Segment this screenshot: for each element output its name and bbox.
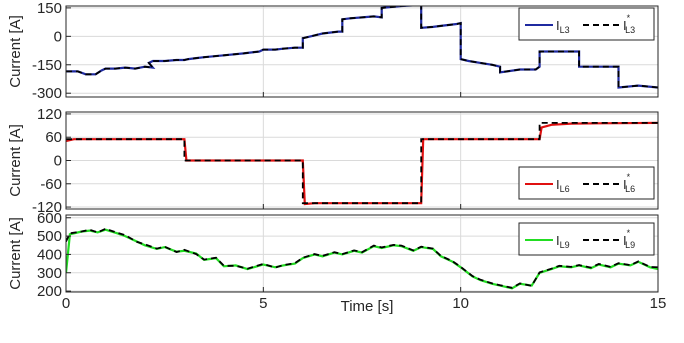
measured-line bbox=[66, 121, 658, 206]
x-axis-label: Time [s] bbox=[341, 298, 394, 315]
y-tick-label: -150 bbox=[32, 57, 62, 74]
y-tick-label: 120 bbox=[37, 106, 62, 123]
legend-subscript: L3 bbox=[625, 25, 635, 35]
reference-line bbox=[66, 6, 658, 89]
y-tick-label: 400 bbox=[37, 246, 62, 263]
x-tick-label: 0 bbox=[62, 295, 70, 312]
legend-subscript: L9 bbox=[560, 240, 570, 250]
y-axis-label: Current [A] bbox=[7, 217, 24, 290]
x-tick-label: 10 bbox=[452, 295, 469, 312]
legend-subscript: L3 bbox=[560, 25, 570, 35]
legend: IL3 I* L3 bbox=[518, 7, 655, 41]
y-tick-label: -60 bbox=[40, 176, 62, 193]
y-tick-label: 500 bbox=[37, 228, 62, 245]
y-tick-label: 0 bbox=[54, 28, 62, 45]
y-tick-label: 60 bbox=[45, 129, 62, 146]
legend-superscript: * bbox=[627, 228, 631, 238]
x-tick-label: 5 bbox=[259, 295, 267, 312]
x-tick-label: 15 bbox=[650, 295, 667, 312]
legend: IL9 I* L9 bbox=[518, 222, 655, 256]
y-tick-label: 200 bbox=[37, 283, 62, 300]
legend-superscript: * bbox=[627, 172, 631, 182]
legend-subscript: L6 bbox=[560, 184, 570, 194]
y-tick-label: -300 bbox=[32, 85, 62, 102]
y-tick-label: 150 bbox=[37, 0, 62, 17]
y-axis-label: Current [A] bbox=[7, 124, 24, 197]
legend: IL6 I* L6 bbox=[518, 166, 655, 200]
legend-subscript: L6 bbox=[625, 184, 635, 194]
reference-line bbox=[66, 122, 658, 205]
axes-frame bbox=[65, 5, 659, 98]
legend-subscript: L9 bbox=[625, 240, 635, 250]
y-tick-label: 600 bbox=[37, 210, 62, 227]
axes-frame bbox=[65, 214, 659, 293]
y-tick-label: 300 bbox=[37, 265, 62, 282]
reference-line bbox=[66, 227, 658, 289]
y-tick-label: -120 bbox=[32, 199, 62, 216]
y-axis-label: Current [A] bbox=[7, 15, 24, 88]
y-tick-label: 0 bbox=[54, 153, 62, 170]
legend-superscript: * bbox=[627, 13, 631, 23]
